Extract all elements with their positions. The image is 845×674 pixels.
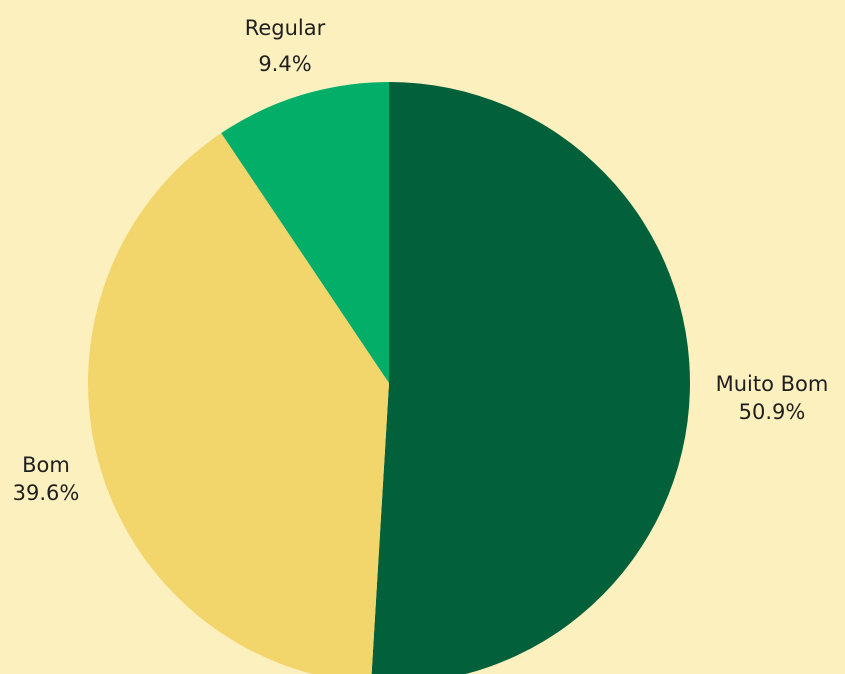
pie-label-bom: Bom 39.6%: [13, 453, 80, 505]
pie-slice-bom: [88, 133, 389, 674]
pie-label-regular: Regular 9.4%: [245, 16, 326, 76]
pie-label-value-bom: 39.6%: [13, 481, 80, 505]
pie-label-name-bom: Bom: [22, 453, 70, 477]
pie-labels: Muito Bom 50.9% Bom 39.6% Regular 9.4%: [13, 16, 829, 505]
pie-label-value-regular: 9.4%: [258, 52, 311, 76]
pie-slice-regular: [221, 82, 389, 383]
pie-label-muito-bom: Muito Bom 50.9%: [716, 372, 829, 424]
pie-label-value-muito-bom: 50.9%: [739, 400, 806, 424]
pie-label-name-muito-bom: Muito Bom: [716, 372, 829, 396]
pie-slice-muito-bom: [371, 82, 690, 674]
pie-label-name-regular: Regular: [245, 16, 326, 40]
pie-slices: [88, 82, 690, 674]
